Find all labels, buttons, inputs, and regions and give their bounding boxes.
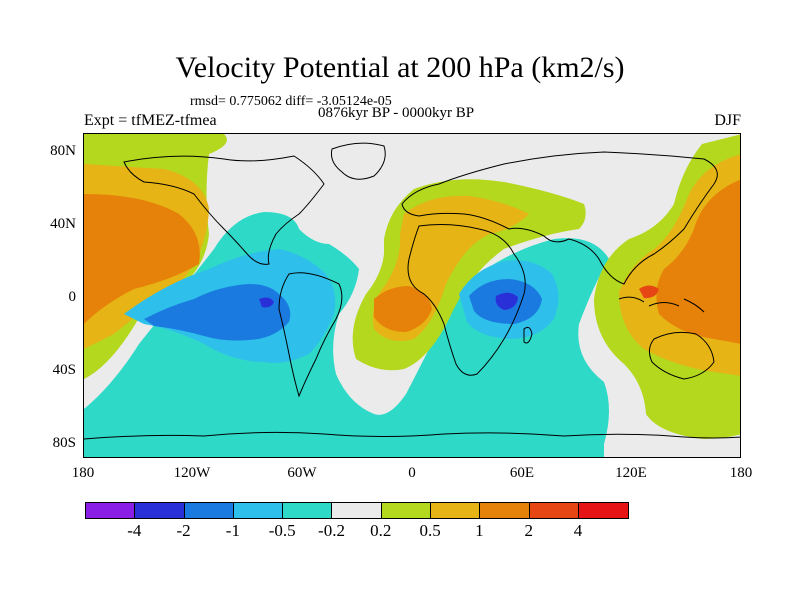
madagascar-coast — [523, 326, 533, 344]
lon-label: 180 — [71, 465, 95, 481]
period-subtitle: 0876kyr BP - 0000kyr BP — [318, 105, 475, 121]
europe-asia-coast — [401, 151, 718, 285]
season-label: DJF — [714, 112, 741, 129]
colorbar-label: 1 — [475, 521, 484, 540]
colorbar-swatch — [332, 503, 382, 518]
north-america-coast — [123, 155, 325, 265]
colorbar-swatch — [431, 503, 481, 518]
lat-label: 40S — [52, 362, 76, 378]
experiment-label: Expt = tfMEZ-tfmea — [84, 112, 217, 129]
pacific-positive-strong — [84, 194, 200, 324]
colorbar-swatch — [233, 503, 284, 518]
colorbar-label: -2 — [176, 521, 191, 540]
colorbar-label: -4 — [127, 521, 142, 540]
colorbar-label: 0.2 — [370, 521, 392, 540]
colorbar-label: -0.5 — [268, 521, 296, 540]
antarctica-coast — [84, 431, 740, 440]
south-america-coast — [278, 272, 343, 398]
americas-negative-core — [259, 297, 274, 308]
africa-coast — [407, 224, 526, 376]
americas-negative-strong — [144, 284, 291, 341]
lon-label: 120E — [615, 465, 647, 481]
lat-label: 40N — [50, 216, 76, 232]
colorbar-swatch — [283, 503, 333, 518]
colorbar-label: 2 — [524, 521, 533, 540]
velocity-potential-map — [84, 134, 740, 457]
colorbar-swatch — [381, 503, 432, 518]
lat-label: 0 — [68, 289, 77, 305]
colorbar-swatch — [529, 503, 579, 518]
coastlines — [84, 142, 740, 440]
lat-label: 80N — [50, 143, 76, 159]
colorbar-label: 4 — [573, 521, 583, 540]
indian-negative-core — [495, 292, 518, 310]
colorbar-label: 0.5 — [419, 521, 441, 540]
maritime-continent-coast — [618, 296, 705, 313]
wpacific-positive-core — [639, 285, 659, 299]
colorbar-swatch — [135, 503, 185, 518]
colorbar-swatch — [578, 503, 629, 518]
lon-label: 60W — [287, 465, 317, 481]
australia-coast — [648, 331, 715, 380]
greenland-coast — [331, 142, 386, 180]
plot-title: Velocity Potential at 200 hPa (km2/s) — [175, 51, 625, 84]
lon-label: 120W — [173, 465, 211, 481]
lon-label: 180 — [729, 465, 753, 481]
colorbar — [85, 502, 630, 519]
map-panel — [83, 133, 741, 458]
colorbar-label: -0.2 — [318, 521, 345, 540]
colorbar-swatch — [86, 503, 136, 518]
atlantic-positive-strong — [374, 286, 432, 332]
stats-line: rmsd= 0.775062 diff= -3.05124e-05 — [190, 94, 392, 109]
colorbar-swatch — [184, 503, 234, 518]
lat-label: 80S — [52, 435, 76, 451]
lon-label: 0 — [408, 465, 416, 481]
colorbar-label: -1 — [225, 521, 240, 540]
lon-label: 60E — [509, 465, 535, 481]
colorbar-swatch — [480, 503, 530, 518]
wpacific-positive-strong — [656, 179, 740, 344]
